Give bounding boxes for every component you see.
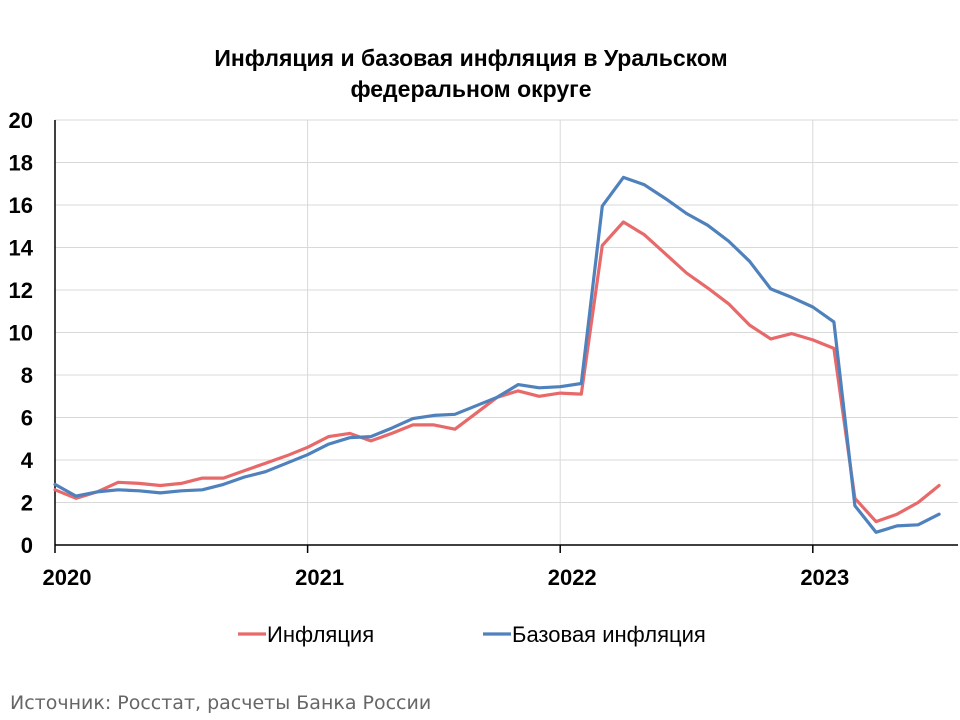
y-tick-labels: 0 2 4 6 8 10 12 14 16 18 20: [9, 108, 34, 558]
y-tick-label: 8: [21, 363, 33, 388]
y-tick-label: 6: [21, 406, 33, 431]
chart-title-line-2: федеральном округе: [350, 76, 591, 102]
x-tick-label: 2023: [800, 565, 849, 590]
chart-title-line-1: Инфляция и базовая инфляция в Уральском: [214, 45, 727, 71]
legend: Инфляция Базовая инфляция: [238, 622, 706, 647]
series-line-1: [53, 220, 941, 524]
axes: [54, 120, 958, 553]
x-tick-label: 2021: [295, 565, 344, 590]
x-tick-label: 2020: [43, 565, 92, 590]
y-tick-label: 0: [21, 533, 33, 558]
chart: Инфляция и базовая инфляция в Уральском …: [9, 45, 958, 647]
y-tick-label: 10: [9, 321, 33, 346]
y-tick-label: 18: [9, 151, 33, 176]
series-line-2: [53, 175, 941, 534]
y-tick-label: 2: [21, 491, 33, 516]
x-tick-label: 2022: [548, 565, 597, 590]
series-lines: [53, 175, 941, 534]
legend-label-1: Инфляция: [267, 622, 374, 647]
y-tick-label: 20: [9, 108, 33, 133]
y-tick-label: 14: [9, 236, 34, 261]
y-tick-label: 16: [9, 193, 33, 218]
source-note: Источник: Росстат, расчеты Банка России: [10, 692, 432, 714]
legend-label-2: Базовая инфляция: [512, 622, 706, 647]
y-tick-label: 12: [9, 278, 33, 303]
x-tick-labels: 2020 2021 2022 2023: [43, 565, 850, 590]
y-tick-label: 4: [21, 448, 34, 473]
grid: [55, 119, 958, 545]
